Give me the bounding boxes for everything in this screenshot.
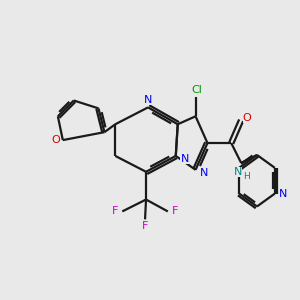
Text: N: N <box>234 167 242 177</box>
Text: N: N <box>181 154 189 164</box>
Text: F: F <box>112 206 119 216</box>
Text: N: N <box>200 168 209 178</box>
Text: N: N <box>144 95 152 106</box>
Text: F: F <box>142 221 148 231</box>
Text: O: O <box>52 135 60 145</box>
Text: H: H <box>243 172 250 181</box>
Text: O: O <box>243 113 251 123</box>
Text: Cl: Cl <box>191 85 202 94</box>
Text: F: F <box>172 206 178 216</box>
Text: N: N <box>279 189 287 199</box>
